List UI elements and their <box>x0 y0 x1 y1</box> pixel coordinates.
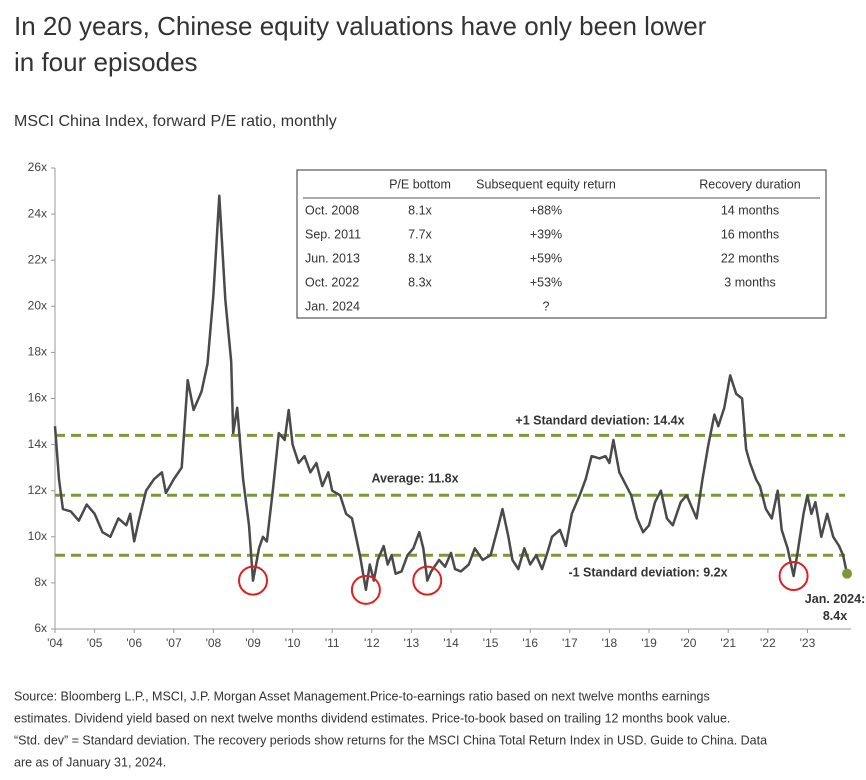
chart-title: in four episodes <box>14 47 198 77</box>
x-tick-label: '08 <box>206 636 222 650</box>
table-cell: Jan. 2024 <box>305 299 360 313</box>
reference-label: -1 Standard deviation: 9.2x <box>568 566 727 580</box>
x-tick-label: '20 <box>681 636 697 650</box>
highlight-circle <box>778 560 809 591</box>
table-cell: +53% <box>530 275 562 289</box>
table-cell: 3 months <box>724 275 775 289</box>
x-tick-label: '14 <box>443 636 459 650</box>
x-tick-label: '07 <box>166 636 182 650</box>
table-header: Subsequent equity return <box>476 177 616 191</box>
x-tick-label: '05 <box>87 636 103 650</box>
table-header: Recovery duration <box>699 177 800 191</box>
table-cell: 16 months <box>721 227 779 241</box>
table-cell: 8.1x <box>408 203 432 217</box>
source-note: are as of January 31, 2024. <box>14 755 166 769</box>
table-box <box>296 169 827 319</box>
reference-label: Average: 11.8x <box>371 472 458 486</box>
y-tick-label: 16x <box>28 391 47 405</box>
table-cell: 14 months <box>721 203 779 217</box>
y-tick-label: 12x <box>28 483 47 497</box>
series-line <box>53 194 849 592</box>
end-marker <box>842 568 853 579</box>
y-tick-label: 20x <box>28 298 47 312</box>
y-tick-label: 6x <box>34 621 47 635</box>
highlight-circle <box>238 565 269 596</box>
x-tick-label: '17 <box>562 636 578 650</box>
x-tick-label: '10 <box>285 636 301 650</box>
table-cell: Oct. 2008 <box>305 203 359 217</box>
x-tick-label: '23 <box>800 636 816 650</box>
source-note: Source: Bloomberg L.P., MSCI, J.P. Morga… <box>14 689 710 703</box>
table-cell: Oct. 2022 <box>305 275 359 289</box>
table-cell: 8.1x <box>408 251 432 265</box>
x-tick-label: '13 <box>404 636 420 650</box>
x-tick-label: '04 <box>47 636 63 650</box>
x-tick-label: '09 <box>245 636 261 650</box>
annotation: 8.4x <box>823 609 847 623</box>
table-cell: 7.7x <box>408 227 432 241</box>
x-tick-label: '21 <box>720 636 736 650</box>
x-tick-label: '16 <box>522 636 538 650</box>
y-tick-label: 8x <box>34 575 47 589</box>
x-tick-label: '18 <box>602 636 618 650</box>
source-note: “Std. dev” = Standard deviation. The rec… <box>14 733 767 747</box>
table-cell: Jun. 2013 <box>305 251 360 265</box>
table-cell: ? <box>543 299 550 313</box>
x-tick-label: '12 <box>364 636 380 650</box>
source-note: estimates. Dividend yield based on next … <box>14 711 730 725</box>
chart-title: In 20 years, Chinese equity valuations h… <box>14 11 707 41</box>
y-tick-label: 26x <box>28 160 47 174</box>
table-cell: 8.3x <box>408 275 432 289</box>
x-tick-label: '19 <box>641 636 657 650</box>
x-tick-label: '06 <box>126 636 142 650</box>
chart-subtitle: MSCI China Index, forward P/E ratio, mon… <box>14 113 337 130</box>
table-cell: Sep. 2011 <box>305 227 361 241</box>
y-tick-label: 14x <box>28 437 47 451</box>
y-tick-label: 22x <box>28 252 47 266</box>
highlight-circle <box>350 574 381 605</box>
y-tick-label: 10x <box>28 529 47 543</box>
x-tick-label: '22 <box>760 636 776 650</box>
table-cell: 22 months <box>721 251 779 265</box>
x-tick-label: '11 <box>325 636 340 650</box>
highlight-circle <box>412 565 443 596</box>
annotation: Jan. 2024: <box>805 592 865 606</box>
table-header: P/E bottom <box>389 177 451 191</box>
reference-label: +1 Standard deviation: 14.4x <box>515 414 684 428</box>
y-tick-label: 18x <box>28 345 47 359</box>
y-tick-label: 24x <box>28 206 47 220</box>
table-cell: +88% <box>530 203 562 217</box>
x-tick-label: '15 <box>483 636 499 650</box>
table-cell: +59% <box>530 251 562 265</box>
table-cell: +39% <box>530 227 562 241</box>
